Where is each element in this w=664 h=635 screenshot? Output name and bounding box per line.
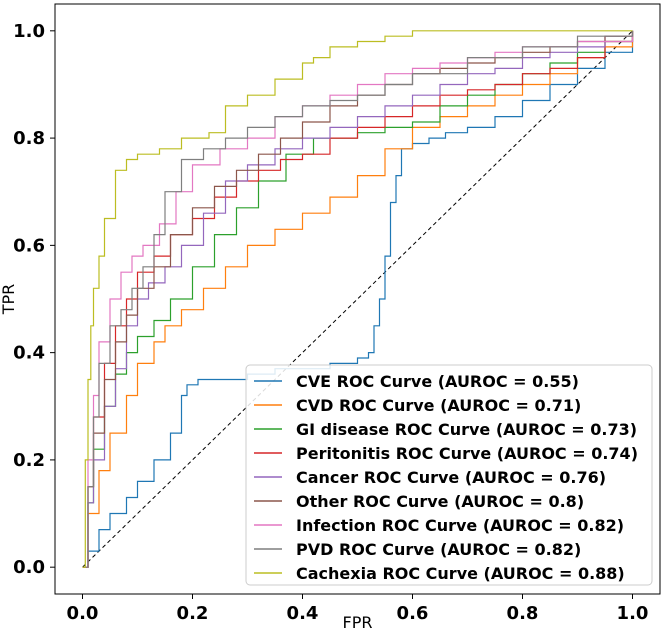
legend-entry-label: Cachexia ROC Curve (AUROC = 0.88) [296, 564, 625, 583]
x-tick-label: 1.0 [617, 603, 649, 624]
y-tick-label: 1.0 [13, 21, 45, 42]
roc-curve-series-0 [82, 30, 634, 568]
legend-entry-label: Cancer ROC Curve (AUROC = 0.76) [296, 468, 606, 487]
plot-area [82, 30, 634, 568]
y-tick-label: 0.8 [13, 128, 45, 149]
y-tick-label: 0.2 [13, 450, 45, 471]
legend: CVE ROC Curve (AUROC = 0.55) CVD ROC Curv… [245, 364, 653, 586]
x-tick-label: 0.6 [397, 603, 429, 624]
axis-ticks: 0.0 0.2 0.4 0.6 0.8 1.0 0.0 0.2 0.4 0.6 0.8 1.0 [13, 21, 648, 624]
legend-entry-label: CVD ROC Curve (AUROC = 0.71) [296, 396, 581, 415]
y-tick-label: 0.6 [13, 235, 45, 256]
roc-curve-series-3 [82, 30, 634, 568]
legend-entry-label: Peritonitis ROC Curve (AUROC = 0.74) [296, 444, 638, 463]
roc-curve-series-1 [82, 30, 634, 568]
y-tick-label: 0.0 [13, 557, 45, 578]
legend-entry-label: Infection ROC Curve (AUROC = 0.82) [296, 516, 624, 535]
y-tick-label: 0.4 [13, 343, 45, 364]
x-tick-label: 0.4 [287, 603, 319, 624]
x-tick-label: 0.2 [177, 603, 209, 624]
legend-entry-label: Other ROC Curve (AUROC = 0.8) [296, 492, 584, 511]
roc-curve-series-8 [82, 30, 633, 568]
x-tick-label: 0.8 [507, 603, 539, 624]
x-axis-label: FPR [343, 613, 373, 632]
legend-entry-label: GI disease ROC Curve (AUROC = 0.73) [296, 420, 637, 439]
plot-frame [54, 3, 661, 595]
y-axis-label: TPR [0, 284, 18, 316]
x-tick-label: 0.0 [67, 603, 99, 624]
legend-entry-label: CVE ROC Curve (AUROC = 0.55) [296, 372, 579, 391]
reference-diagonal-line [82, 30, 633, 568]
roc-curve-series-7 [82, 30, 634, 568]
legend-entry-label: PVD ROC Curve (AUROC = 0.82) [296, 540, 581, 559]
legend-box [245, 364, 653, 586]
roc-curve-series-4 [82, 30, 634, 568]
